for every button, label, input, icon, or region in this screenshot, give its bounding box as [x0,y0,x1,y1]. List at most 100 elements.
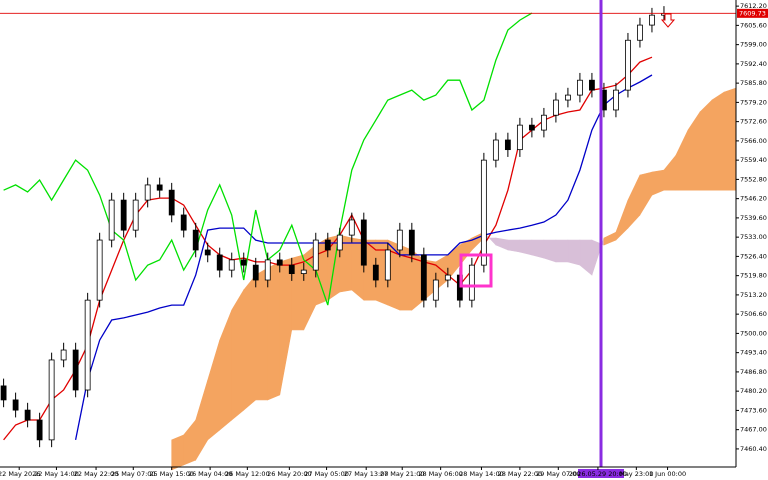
candle-body [492,139,499,161]
candle-body [228,259,235,271]
candle-body [372,264,379,281]
candle-body [120,199,127,231]
cloud-segment [711,91,725,191]
x-tick-label: 25 May 07:00 [111,470,156,478]
x-tick-label: 22 May 2026 [0,470,40,478]
last-price-label: 7609.73 [739,9,766,17]
y-tick-label: 7526.40 [740,252,767,260]
y-tick-label: 7599.00 [740,41,767,49]
y-tick-label: 7546.20 [740,195,767,203]
candle-body [360,219,367,266]
candle-body [108,199,115,241]
y-tick-label: 7519.80 [740,272,767,280]
y-tick-label: 7572.60 [740,118,767,126]
y-tick-label: 7533.00 [740,233,767,241]
cloud-segment [543,239,557,263]
y-tick-label: 7605.60 [740,21,767,29]
x-tick-label: 2026.05.29 20:00 [569,470,627,478]
x-tick-label: 28 May 06:00 [418,470,463,478]
x-tick-label: 25 May 15:00 [149,470,194,478]
candle-body [613,89,619,111]
x-tick-label: 28 May 14:00 [459,470,504,478]
candle-body [444,274,451,281]
y-tick-label: 7480.20 [740,387,767,395]
crosshair-time-box [578,469,624,478]
highlight-box [459,253,493,288]
candle-body [565,94,571,101]
y-tick-label: 7473.60 [740,406,767,414]
candle-body [540,114,547,131]
x-tick-label: 27 May 05:00 [304,470,349,478]
candle-body [276,259,283,266]
candle-body [84,299,91,391]
cloud-segment [567,239,581,266]
x-tick-label: 27 May 21:00 [380,470,425,478]
candle-body [300,269,307,275]
y-tick-label: 7513.20 [740,291,767,299]
candle-body [36,419,43,441]
plot-area [0,6,737,471]
y-tick-label: 7500.00 [740,329,767,337]
candle-body [480,159,487,266]
candle-body [504,139,511,151]
cloud-segment [267,261,281,401]
candle-body [384,249,391,281]
candle-body [264,259,271,281]
x-tick-label: 26 May 20:00 [267,470,312,478]
candle-body [0,385,7,401]
candle-body [204,249,211,256]
y-tick-label: 7612.20 [740,2,767,10]
cloud-segment [699,99,713,191]
cloud-segment [555,239,569,263]
cloud-segment [255,267,269,401]
x-tick-label: May 23:00 [619,470,653,478]
y-tick-label: 7506.60 [740,310,767,318]
y-tick-label: 7566.00 [740,137,767,145]
candle-body [516,124,523,151]
y-tick-label: 7486.80 [740,368,767,376]
candle-body [216,254,223,271]
candle-body [72,349,79,391]
cloud-segment [531,239,545,259]
candle-body [324,239,331,251]
sell-arrow [660,13,676,28]
candle-body [348,219,355,236]
candle-body [528,124,535,131]
y-tick-label: 7539.60 [740,214,767,222]
cloud-segment [519,239,533,256]
candle-body [649,14,655,26]
candle-body [589,79,595,91]
y-tick-label: 7592.40 [740,60,767,68]
x-tick-label: 26 May 12:00 [225,470,270,478]
candle-body [336,234,343,251]
cloud-segment [243,274,257,411]
candle-body [48,359,55,441]
candle-body [180,214,187,231]
candle-body [240,259,247,266]
candle-body [553,99,559,116]
last-price-box [737,8,768,18]
candle-body [168,189,175,216]
y-tick-label: 7585.80 [740,79,767,87]
candle-body [24,409,31,421]
y-tick-label: 7559.40 [740,156,767,164]
candle-body [12,399,19,411]
y-tick-label: 7552.80 [740,175,767,183]
candle-body [132,199,139,231]
candle-body [312,239,319,271]
candle-body [577,79,583,96]
candle-body [408,229,415,256]
candle-body [252,264,259,281]
candle-body [288,264,295,275]
candle-body [420,254,427,301]
candle-body [96,239,103,301]
candle-body [625,39,631,91]
x-tick-label: 26 May 04:00 [188,470,233,478]
y-tick-label: 7467.00 [740,426,767,434]
y-tick-label: 7493.40 [740,349,767,357]
x-tick-label: 27 May 13:00 [344,470,389,478]
candle-body [156,184,163,191]
